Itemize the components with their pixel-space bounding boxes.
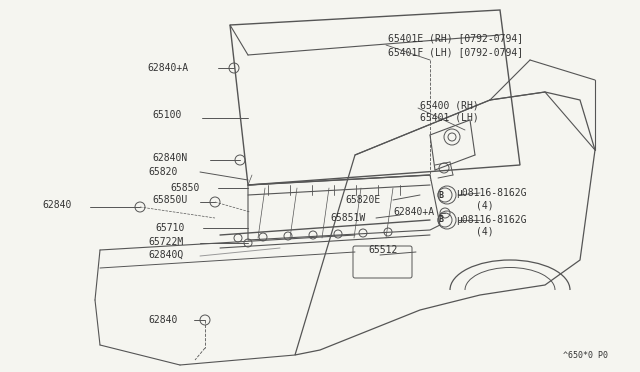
Text: 65100: 65100 bbox=[152, 110, 181, 120]
Text: 65512: 65512 bbox=[368, 245, 397, 255]
Text: 62840Q: 62840Q bbox=[148, 250, 183, 260]
Text: 65710: 65710 bbox=[155, 223, 184, 233]
Text: 62840+A: 62840+A bbox=[147, 63, 188, 73]
Text: 65850U: 65850U bbox=[152, 195, 188, 205]
Text: 65400 (RH): 65400 (RH) bbox=[420, 100, 479, 110]
Text: (4): (4) bbox=[476, 227, 493, 237]
Text: 65820E: 65820E bbox=[345, 195, 380, 205]
Text: 65850: 65850 bbox=[170, 183, 200, 193]
Text: 62840N: 62840N bbox=[152, 153, 188, 163]
Text: 65401F (LH) [0792-0794]: 65401F (LH) [0792-0794] bbox=[388, 47, 523, 57]
Text: (4): (4) bbox=[476, 200, 493, 210]
Text: 62840: 62840 bbox=[42, 200, 72, 210]
Text: 62840: 62840 bbox=[148, 315, 177, 325]
Text: 62840+A: 62840+A bbox=[393, 207, 434, 217]
Text: ^650*0 P0: ^650*0 P0 bbox=[563, 350, 608, 359]
Text: 65820: 65820 bbox=[148, 167, 177, 177]
Text: µ08116-8162G: µ08116-8162G bbox=[456, 215, 527, 225]
Text: 65401 (LH): 65401 (LH) bbox=[420, 113, 479, 123]
Text: 65722M: 65722M bbox=[148, 237, 183, 247]
Text: B: B bbox=[438, 215, 444, 224]
Text: 65851W: 65851W bbox=[330, 213, 365, 223]
Text: µ08116-8162G: µ08116-8162G bbox=[456, 188, 527, 198]
Text: 65401E (RH) [0792-0794]: 65401E (RH) [0792-0794] bbox=[388, 33, 523, 43]
Text: B: B bbox=[438, 190, 444, 199]
